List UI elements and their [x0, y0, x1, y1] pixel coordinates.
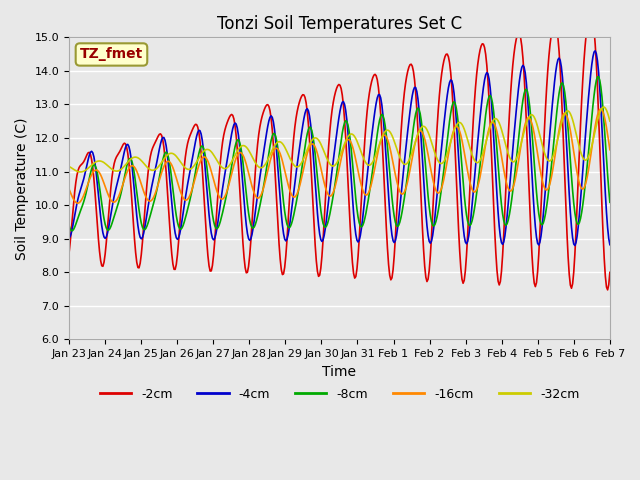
- -8cm: [395, 222, 403, 228]
- Legend: -2cm, -4cm, -8cm, -16cm, -32cm: -2cm, -4cm, -8cm, -16cm, -32cm: [95, 383, 584, 406]
- -4cm: [293, 162, 301, 168]
- -2cm: [587, 10, 595, 15]
- -16cm: [597, 106, 605, 112]
- -2cm: [463, 252, 470, 258]
- -32cm: [294, 164, 302, 169]
- Title: Tonzi Soil Temperatures Set C: Tonzi Soil Temperatures Set C: [217, 15, 462, 33]
- -32cm: [65, 164, 73, 169]
- -4cm: [556, 58, 564, 63]
- -32cm: [464, 137, 472, 143]
- -32cm: [76, 169, 84, 175]
- -16cm: [65, 186, 73, 192]
- -4cm: [571, 242, 579, 248]
- -4cm: [394, 225, 401, 231]
- Line: -16cm: -16cm: [69, 109, 610, 203]
- -8cm: [65, 223, 73, 228]
- -8cm: [234, 137, 242, 143]
- -4cm: [368, 134, 376, 140]
- Text: TZ_fmet: TZ_fmet: [80, 48, 143, 61]
- -4cm: [591, 48, 599, 54]
- -16cm: [369, 175, 376, 181]
- Line: -8cm: -8cm: [69, 77, 610, 231]
- -16cm: [557, 117, 565, 122]
- -2cm: [556, 66, 564, 72]
- -2cm: [604, 287, 611, 293]
- -16cm: [606, 147, 614, 153]
- -2cm: [234, 146, 241, 152]
- X-axis label: Time: Time: [323, 365, 356, 379]
- -16cm: [464, 168, 472, 174]
- -32cm: [606, 118, 614, 124]
- -32cm: [234, 146, 242, 152]
- -16cm: [234, 151, 242, 156]
- -8cm: [557, 81, 565, 86]
- -32cm: [557, 121, 565, 127]
- -4cm: [65, 235, 73, 241]
- -2cm: [293, 109, 301, 115]
- -2cm: [606, 269, 614, 275]
- -16cm: [395, 186, 403, 192]
- -16cm: [294, 188, 302, 193]
- -2cm: [65, 251, 73, 256]
- -16cm: [74, 200, 82, 206]
- -2cm: [394, 192, 401, 198]
- -32cm: [369, 159, 376, 165]
- -8cm: [68, 228, 76, 234]
- -2cm: [368, 79, 376, 84]
- -4cm: [606, 242, 614, 248]
- -8cm: [464, 218, 472, 224]
- -32cm: [395, 152, 403, 157]
- -4cm: [463, 241, 470, 247]
- Y-axis label: Soil Temperature (C): Soil Temperature (C): [15, 117, 29, 260]
- Line: -4cm: -4cm: [69, 51, 610, 245]
- -4cm: [234, 125, 241, 131]
- -32cm: [599, 104, 607, 110]
- -8cm: [369, 166, 376, 172]
- -8cm: [294, 189, 302, 194]
- Line: -2cm: -2cm: [69, 12, 610, 290]
- Line: -32cm: -32cm: [69, 107, 610, 172]
- -8cm: [606, 199, 614, 205]
- -8cm: [595, 74, 602, 80]
